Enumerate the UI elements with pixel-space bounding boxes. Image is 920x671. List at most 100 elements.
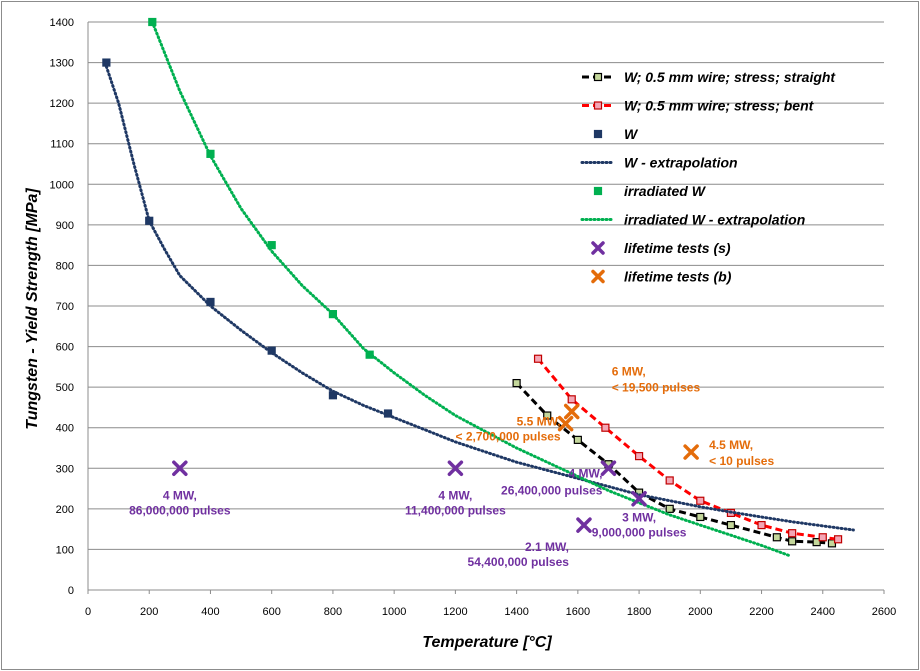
y-tick-label: 100 <box>56 544 74 556</box>
series-line-bent <box>536 357 839 541</box>
legend: W; 0.5 mm wire; stress; straight W; 0.5 m… <box>580 69 836 285</box>
x-tick-label: 2200 <box>749 606 773 618</box>
legend-label: irradiated W - extrapolation <box>624 212 805 228</box>
data-point-lifetime_s-stroke-b <box>600 460 617 477</box>
y-tick-label: 0 <box>68 585 74 597</box>
data-point-lifetime_b-stroke-b <box>563 403 580 420</box>
y-tick-label: 1000 <box>50 179 74 191</box>
data-point-bent <box>601 423 610 432</box>
grid-lines <box>88 21 884 550</box>
data-label: 5.5 MW, <box>517 415 561 429</box>
data-label: < 10 pulses <box>709 454 774 468</box>
legend-item-w_ext: W - extrapolation <box>580 155 738 171</box>
data-point-bent <box>696 496 705 505</box>
axes: 0 100 200 300 400 500 600 700 800 900 1000 1100 1200… <box>50 17 897 618</box>
x-tick-label: 400 <box>201 606 219 618</box>
y-tick-label: 600 <box>56 342 74 354</box>
y-tick-label: 1300 <box>50 58 74 70</box>
data-point-lifetime_b-stroke-b <box>557 415 574 432</box>
data-point-w <box>102 58 111 67</box>
data-label: < 2,700,000 pulses <box>456 430 561 444</box>
legend-item-w: W <box>593 126 639 142</box>
x-tick-label: 600 <box>263 606 281 618</box>
data-label: 6 MW, <box>612 364 646 378</box>
x-tick-label: 800 <box>324 606 342 618</box>
legend-swatch-marker <box>593 129 603 139</box>
data-label: 4 MW, <box>163 488 197 502</box>
x-axis-title: Temperature [°C] <box>422 634 552 651</box>
data-label: 2.1 MW, <box>525 540 569 554</box>
data-point-bent <box>757 520 766 530</box>
y-tick-label: 900 <box>56 220 74 232</box>
legend-item-lifetime_b: lifetime tests (b) <box>591 269 732 285</box>
data-label: 11,400,000 pulses <box>405 503 506 517</box>
data-label: 86,000,000 pulses <box>129 503 231 517</box>
y-tick-label: 400 <box>56 423 74 435</box>
y-tick-label: 700 <box>56 301 74 313</box>
series-line-straight <box>515 382 833 545</box>
legend-item-bent: W; 0.5 mm wire; stress; bent <box>582 98 815 114</box>
data-label: 4.5 MW, <box>709 438 753 452</box>
legend-label: W; 0.5 mm wire; stress; bent <box>624 98 815 114</box>
x-tick-label: 0 <box>85 606 91 618</box>
legend-swatch-marker <box>591 241 605 255</box>
y-axis-title: Tungsten - Yield Strength [MPa] <box>24 188 41 430</box>
series-line-irr_ext <box>150 20 791 557</box>
series-lifetime_b <box>557 403 699 460</box>
legend-label: W - extrapolation <box>624 155 738 171</box>
data-label: 54,400,000 pulses <box>468 555 570 569</box>
y-tick-label: 500 <box>56 382 74 394</box>
x-tick-label: 1200 <box>443 606 467 618</box>
data-point-lifetime_s-stroke-b <box>576 517 592 533</box>
legend-swatch-marker <box>593 186 603 196</box>
x-tick-label: 200 <box>140 606 158 618</box>
x-tick-label: 1400 <box>504 606 528 618</box>
series-w_ext <box>104 65 855 532</box>
series-lifetime_s <box>172 460 647 533</box>
x-tick-label: 2400 <box>811 606 835 618</box>
data-point-lifetime_b-stroke-b <box>683 444 699 460</box>
data-point-lifetime_b <box>563 403 580 420</box>
data-point-bent <box>665 476 674 485</box>
data-point-bent <box>818 533 827 542</box>
legend-swatch-marker <box>591 269 605 284</box>
legend-item-straight: W; 0.5 mm wire; stress; straight <box>582 69 836 85</box>
legend-swatch-marker <box>593 72 603 82</box>
y-tick-label: 1200 <box>50 98 74 110</box>
legend-item-lifetime_s: lifetime tests (s) <box>591 240 731 256</box>
y-tick-label: 200 <box>56 504 74 516</box>
x-tick-label: 1800 <box>627 606 651 618</box>
legend-label: irradiated W <box>624 183 707 199</box>
data-point-straight <box>726 520 736 530</box>
data-label: 4 MW, <box>438 488 472 502</box>
series-irr_ext <box>150 20 791 557</box>
data-label: 4 MW, <box>568 466 602 480</box>
data-label: 26,400,000 pulses <box>501 483 603 497</box>
y-tick-label: 1400 <box>50 17 74 29</box>
data-label: < 19,500 pulses <box>612 380 701 394</box>
x-tick-label: 1600 <box>566 606 590 618</box>
series-layer <box>102 17 855 557</box>
data-point-lifetime_s <box>600 460 617 477</box>
data-point-lifetime_s <box>631 490 647 507</box>
data-point-lifetime_s-stroke-b <box>631 490 647 507</box>
data-point-bent <box>567 395 576 404</box>
data-point-lifetime_s-stroke-b <box>172 460 188 477</box>
data-point-straight <box>573 435 582 444</box>
data-point-lifetime_b <box>557 415 574 432</box>
series-line-w_ext <box>104 65 855 532</box>
data-point-bent <box>788 529 797 538</box>
data-point-bent <box>533 354 543 363</box>
data-point-straight <box>543 411 552 420</box>
x-tick-label: 1000 <box>382 606 406 618</box>
data-label: 3 MW, <box>622 511 656 525</box>
series-irr <box>148 17 374 359</box>
y-tick-label: 1100 <box>50 139 74 151</box>
legend-label: lifetime tests (b) <box>624 269 732 285</box>
data-point-straight <box>772 533 781 542</box>
legend-label: W <box>624 126 639 142</box>
x-tick-label: 2600 <box>872 606 896 618</box>
legend-swatch-marker <box>593 101 603 110</box>
